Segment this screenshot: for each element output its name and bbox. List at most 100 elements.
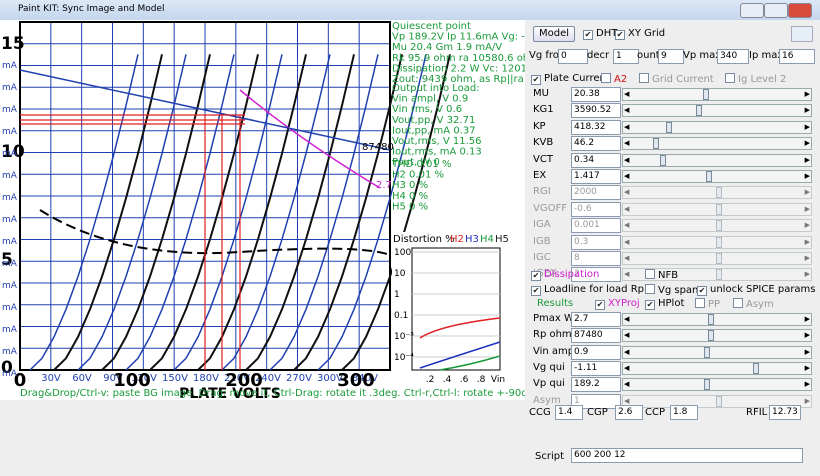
param-slider[interactable]: ◀ ▶ (622, 345, 812, 359)
slider-arrow[interactable]: ◀ (624, 347, 630, 356)
checkbox[interactable]: ✔ unlock SPICE params (697, 284, 816, 296)
checkbox[interactable]: A2 (601, 73, 627, 85)
checkbox-box[interactable]: ✔ (615, 30, 625, 40)
maximize-button[interactable] (764, 3, 788, 18)
param-label: IGC (533, 252, 551, 263)
slider-arrow[interactable]: ▶ (804, 380, 810, 389)
param-input[interactable]: 87480 (571, 328, 621, 344)
slider-arrow[interactable]: ▶ (804, 363, 810, 372)
checkbox-box[interactable]: ✔ (595, 300, 605, 310)
param-slider[interactable]: ◀ ▶ (622, 137, 812, 151)
slider-arrow[interactable]: ◀ (624, 331, 630, 340)
slider-arrow: ◀ (624, 270, 630, 279)
checkbox-box[interactable] (601, 73, 611, 83)
cap-input[interactable]: 1.8 (670, 405, 698, 420)
slider-arrow[interactable]: ◀ (624, 90, 630, 98)
checkbox-box[interactable]: ✔ (697, 286, 707, 296)
slider-arrow[interactable]: ▶ (804, 106, 810, 115)
checkbox-box[interactable] (645, 284, 655, 294)
slider-arrow[interactable]: ◀ (624, 106, 630, 115)
param-input[interactable]: 0.9 (571, 344, 621, 360)
slider-thumb[interactable] (704, 346, 711, 358)
slider-arrow[interactable]: ◀ (624, 172, 630, 180)
hint-text: Drag&Drop/Ctrl-v: paste BG image. Drag: … (20, 388, 525, 399)
param-slider[interactable]: ◀ ▶ (622, 329, 812, 343)
param-input[interactable]: 418.32 (571, 119, 621, 135)
slider-arrow[interactable]: ◀ (624, 122, 630, 131)
param-slider[interactable]: ◀ ▶ (622, 120, 812, 134)
slider-arrow[interactable]: ▶ (804, 331, 810, 340)
slider-thumb[interactable] (752, 362, 759, 374)
color-swatch[interactable] (791, 26, 813, 42)
checkbox[interactable]: ✔ DHT (583, 28, 617, 40)
slider-arrow[interactable]: ◀ (624, 363, 630, 372)
script-input[interactable]: 600 200 12 (571, 448, 803, 463)
param-slider[interactable]: ◀ ▶ (622, 378, 812, 392)
model-button[interactable]: Model (533, 26, 575, 42)
range-input[interactable]: 16 (779, 49, 815, 64)
param-input[interactable]: 1.417 (571, 169, 621, 184)
slider-arrow[interactable]: ◀ (624, 155, 630, 164)
param-slider[interactable]: ◀ ▶ (622, 88, 812, 101)
slider-arrow[interactable]: ▶ (804, 122, 810, 131)
checkbox-box[interactable]: ✔ (531, 271, 541, 281)
checkbox[interactable]: ✔ HPlot (645, 298, 684, 310)
checkbox[interactable]: ✔ Dissipation (531, 269, 599, 281)
param-input[interactable]: 2.7 (571, 312, 621, 327)
slider-thumb[interactable] (652, 138, 659, 150)
close-button[interactable] (788, 3, 812, 18)
slider-thumb[interactable] (696, 105, 703, 117)
checkbox-box[interactable]: ✔ (583, 30, 593, 40)
slider-thumb[interactable] (707, 314, 714, 325)
range-input[interactable]: 340 (717, 49, 749, 64)
param-slider[interactable]: ◀ ▶ (622, 361, 812, 375)
slider-thumb[interactable] (707, 330, 714, 342)
param-slider[interactable]: ◀ ▶ (622, 153, 812, 167)
cap-input[interactable]: 1.4 (555, 405, 583, 420)
slider-arrow[interactable]: ▶ (804, 172, 810, 180)
checkbox-box[interactable]: ✔ (645, 300, 655, 310)
legend-entry: H3 (465, 234, 479, 245)
slider-arrow[interactable]: ▶ (804, 139, 810, 148)
checkbox[interactable]: ✔ XY Grid (615, 28, 665, 40)
checkbox[interactable]: NFB (645, 269, 678, 281)
slider-arrow[interactable]: ▶ (804, 155, 810, 164)
checkbox[interactable]: Vg span (645, 284, 698, 296)
checkbox-box[interactable]: ✔ (531, 286, 541, 296)
slider-arrow[interactable]: ▶ (804, 90, 810, 98)
checkbox-box[interactable]: ✔ (531, 75, 541, 85)
slider-arrow[interactable]: ▶ (804, 347, 810, 356)
h2-curve (419, 317, 501, 339)
param-input[interactable]: -1.11 (571, 360, 621, 376)
range-input[interactable]: 0 (558, 49, 588, 64)
slider-thumb[interactable] (702, 89, 709, 100)
param-input[interactable]: 3590.52 (571, 103, 621, 119)
quiescent-line: Rk 95.9 ohm ra 10580.6 ohm (392, 53, 525, 64)
param-input[interactable]: 46.2 (571, 136, 621, 152)
minimize-button[interactable] (740, 3, 764, 18)
slider-thumb[interactable] (704, 379, 711, 391)
param-input[interactable]: 0.34 (571, 152, 621, 168)
param-slider[interactable]: ◀ ▶ (622, 170, 812, 183)
range-input[interactable]: 9 (658, 49, 684, 64)
range-input[interactable]: 1 (613, 49, 639, 64)
slider-thumb[interactable] (666, 121, 673, 133)
checkbox[interactable]: ✔ Loadline for load Rp (531, 284, 644, 296)
param-input[interactable]: 20.38 (571, 87, 621, 102)
slider-arrow[interactable]: ◀ (624, 380, 630, 389)
checkbox[interactable]: ✔ Plate Current (531, 73, 610, 85)
slider-arrow[interactable]: ▶ (804, 315, 810, 323)
load-line (19, 69, 391, 151)
param-slider[interactable]: ◀ ▶ (622, 313, 812, 326)
slider-thumb[interactable] (706, 171, 713, 182)
cap-input[interactable]: 12.73 (769, 405, 801, 420)
slider-thumb[interactable] (659, 154, 666, 166)
checkbox-box[interactable] (645, 269, 655, 279)
param-input[interactable]: 189.2 (571, 377, 621, 393)
slider-arrow[interactable]: ◀ (624, 139, 630, 148)
cap-input[interactable]: 2.6 (615, 405, 643, 420)
slider-arrow[interactable]: ◀ (624, 315, 630, 323)
param-slider[interactable]: ◀ ▶ (622, 104, 812, 118)
checkbox[interactable]: ✔ XYProj (595, 298, 640, 310)
